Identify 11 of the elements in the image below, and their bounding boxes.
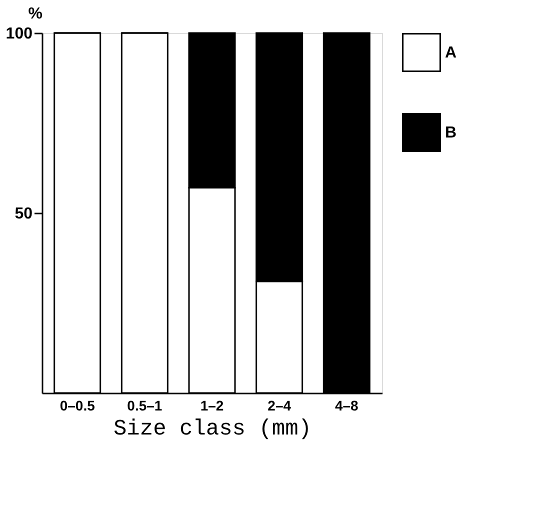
legend-label: B [445,124,457,142]
x-axis-title: Size class (mm) [113,416,312,442]
x-tick-label: 4–8 [334,398,359,414]
x-tick-label: 0–0.5 [60,398,96,414]
legend-label: A [445,44,457,62]
x-tick-label: 2–4 [268,398,292,414]
y-axis-title: % [28,6,42,22]
x-tick-label: 1–2 [200,398,224,414]
y-tick-label: 100 [6,26,33,42]
y-tick-label: 50 [14,206,33,222]
x-tick-label: 0.5–1 [127,398,162,414]
